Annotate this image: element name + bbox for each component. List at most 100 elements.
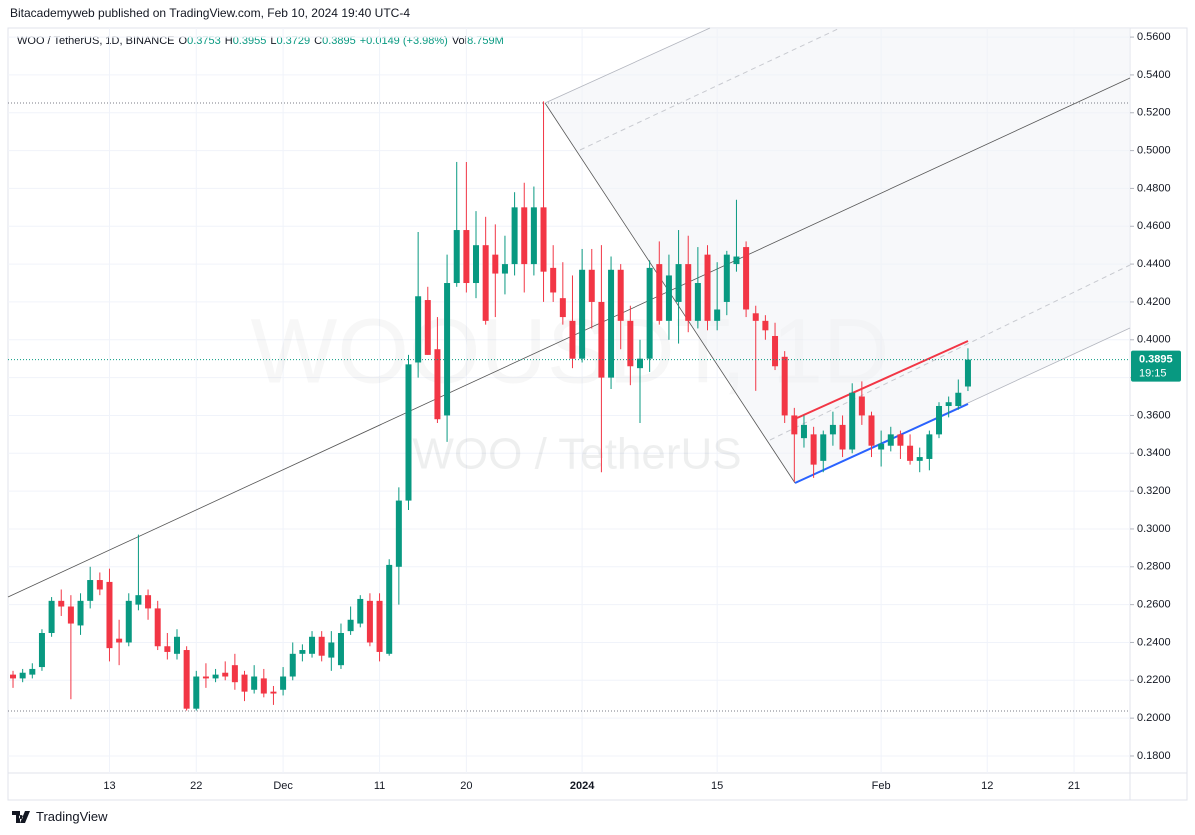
- candle-body: [694, 283, 701, 321]
- publisher-line: Bitacademyweb published on TradingView.c…: [10, 6, 411, 20]
- candle-body: [501, 264, 508, 274]
- candle-body: [791, 415, 798, 435]
- candle-body: [733, 256, 740, 265]
- candle-body: [309, 636, 316, 654]
- candle-body: [48, 600, 55, 634]
- y-tick-label: 0.3000: [1137, 523, 1171, 535]
- y-tick-label: 0.4200: [1137, 296, 1171, 308]
- candle-body: [96, 580, 103, 590]
- candle-body: [579, 269, 586, 359]
- candle-body: [415, 296, 422, 363]
- candle-body: [907, 445, 914, 461]
- candle-body: [839, 424, 846, 450]
- label: L: [270, 35, 277, 47]
- y-tick-label: 0.5200: [1137, 107, 1171, 119]
- change: +0.0149 (+3.98%): [359, 35, 448, 47]
- candle-body: [58, 600, 65, 607]
- y-tick-label: 0.4600: [1137, 220, 1171, 232]
- ohlc-open: O0.3753: [179, 35, 221, 47]
- candle-body: [521, 207, 528, 265]
- candle-body: [829, 424, 836, 435]
- x-tick-label: 15: [711, 780, 723, 792]
- candle-body: [800, 424, 807, 439]
- candle-body: [337, 633, 344, 666]
- candle-body: [116, 638, 123, 643]
- channel-top: [796, 340, 969, 419]
- price-badge-value: 0.3895: [1139, 354, 1173, 366]
- value: 0.3955: [232, 35, 267, 47]
- chart: WOOUSDT, 1D WOO / TetherUS 0.18000.20000…: [7, 27, 1188, 801]
- candle-body: [617, 269, 624, 321]
- candle-body: [87, 580, 94, 601]
- x-tick-label: 11: [374, 780, 385, 792]
- y-tick-label: 0.4000: [1137, 334, 1171, 346]
- label: C: [314, 35, 323, 47]
- y-tick-label: 0.2600: [1137, 599, 1171, 611]
- candle-body: [588, 269, 595, 302]
- x-tick-label: 22: [190, 780, 202, 792]
- y-tick-label: 0.1800: [1137, 750, 1171, 762]
- candle-body: [19, 672, 26, 679]
- candle-body: [29, 668, 36, 675]
- candle-body: [463, 230, 470, 284]
- candle-body: [376, 600, 383, 652]
- x-tick-label: 2024: [570, 780, 595, 792]
- label: Vol: [451, 35, 468, 47]
- y-tick-label: 0.4400: [1137, 258, 1171, 270]
- candle-body: [145, 595, 152, 609]
- candle-body: [820, 434, 827, 461]
- candle-body: [125, 600, 132, 643]
- candle-body: [395, 500, 402, 567]
- candle-body: [405, 364, 412, 501]
- candle-body: [77, 600, 84, 626]
- candle-body: [964, 359, 971, 387]
- candle-body: [260, 678, 267, 694]
- brand: TradingView: [36, 809, 108, 824]
- candle-body: [656, 264, 663, 321]
- candle-body: [598, 301, 605, 378]
- candle-body: [608, 269, 615, 378]
- pitchfork-mid-upper: [579, 27, 841, 151]
- candle-body: [183, 650, 190, 709]
- candle-body: [936, 405, 943, 435]
- axes: 0.1800 0.2000 0.2200 0.2400 0.2600 0.2800 0.30…: [103, 31, 1181, 792]
- candle-body: [67, 606, 74, 624]
- candle-body: [424, 300, 431, 355]
- volume: Vol8.759M: [452, 35, 504, 47]
- x-tick-label: Feb: [872, 780, 891, 792]
- x-tick-label: 20: [460, 780, 472, 792]
- value: 8.759M: [467, 35, 504, 47]
- value: 0.3729: [276, 35, 311, 47]
- y-tick-label: 0.5000: [1137, 144, 1171, 156]
- ohlc-high: H0.3955: [225, 35, 267, 47]
- candle-body: [251, 676, 258, 690]
- candle-body: [665, 275, 672, 321]
- footer: TradingView: [12, 809, 108, 824]
- candle-body: [434, 349, 441, 420]
- y-tick-label: 0.2400: [1137, 636, 1171, 648]
- candle-body: [955, 392, 962, 406]
- pitchfork-fill: [545, 28, 1130, 483]
- candle-body: [366, 600, 373, 643]
- y-tick-label: 0.2000: [1137, 712, 1171, 724]
- candle-body: [714, 309, 721, 321]
- y-tick-label: 0.3200: [1137, 485, 1171, 497]
- candle-body: [444, 283, 451, 416]
- ohlc-low: L0.3729: [270, 35, 310, 47]
- candle-body: [106, 581, 113, 649]
- logo: [12, 810, 30, 823]
- candle-body: [530, 207, 537, 265]
- label: H: [224, 35, 233, 47]
- ohlc-close: C0.3895: [314, 35, 356, 47]
- candle-body: [752, 313, 759, 321]
- candle-body: [723, 254, 730, 302]
- candle-body: [231, 665, 238, 683]
- x-tick-label: 21: [1068, 780, 1080, 792]
- frame: [7, 27, 1188, 801]
- candle-body: [887, 434, 894, 446]
- candle-body: [154, 608, 161, 647]
- candle-body: [926, 434, 933, 459]
- y-tick-label: 0.4800: [1137, 182, 1171, 194]
- candles: [8, 101, 1130, 711]
